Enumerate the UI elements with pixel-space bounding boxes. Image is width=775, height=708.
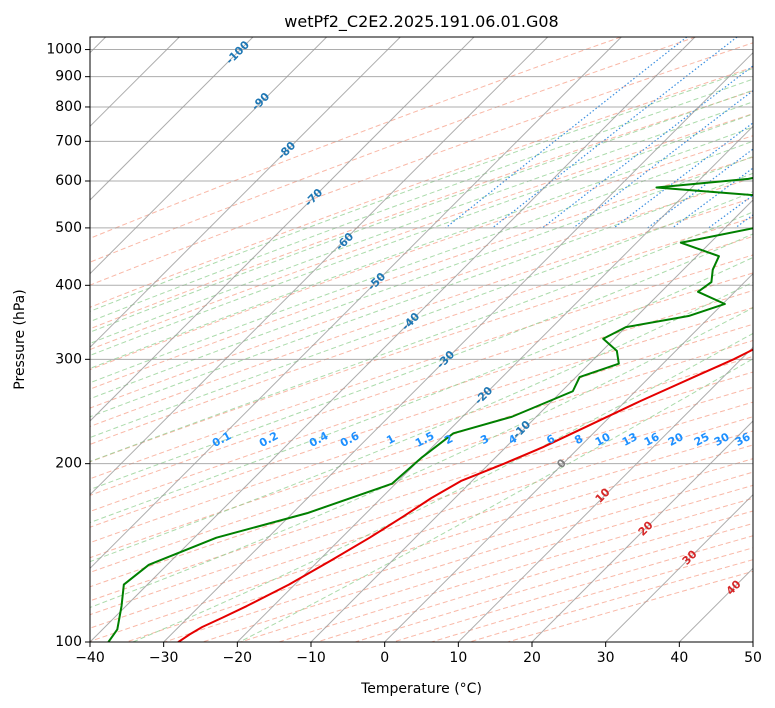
isotherm-line xyxy=(90,37,622,570)
isotherm-line xyxy=(531,420,753,642)
isotherm-line xyxy=(605,493,753,642)
dry-adiabats xyxy=(90,37,753,642)
moist-adiabat xyxy=(90,155,753,400)
x-tick-label: −40 xyxy=(75,650,105,666)
mixing-ratio-label: 36 xyxy=(733,430,753,449)
isotherm-line xyxy=(90,37,328,275)
plot-frame xyxy=(89,36,754,643)
moist-adiabat xyxy=(90,211,753,463)
dewpoint-profile xyxy=(107,176,753,642)
dry-adiabat xyxy=(126,444,753,642)
moist-adiabat xyxy=(90,256,753,524)
dry-adiabat xyxy=(90,90,753,330)
isotherm-line xyxy=(90,37,696,642)
y-tick-label: 400 xyxy=(55,277,82,293)
y-tick-label: 200 xyxy=(55,456,82,472)
isotherm-line xyxy=(90,37,401,349)
moist-adiabat xyxy=(90,78,753,323)
mixing-ratio-line xyxy=(542,65,753,229)
dry-adiabat xyxy=(90,42,753,286)
mixing-ratio-line xyxy=(708,194,753,229)
isotherm-line xyxy=(457,346,753,642)
y-tick-label: 100 xyxy=(55,634,82,650)
mixing-ratio-label: 20 xyxy=(666,430,686,449)
profile-series xyxy=(107,176,753,642)
x-tick-label: 30 xyxy=(597,650,615,666)
mixing-ratio-label: 16 xyxy=(642,430,662,449)
isotherm-line xyxy=(384,272,753,642)
y-tick-label: 500 xyxy=(55,220,82,236)
mixing-ratio-label: 30 xyxy=(712,430,732,449)
mixing-ratio-label: 25 xyxy=(692,430,712,449)
dry-adiabat xyxy=(90,430,753,642)
dry-adiabat xyxy=(90,235,753,463)
moist-adiabat xyxy=(90,307,753,609)
isotherms xyxy=(90,37,753,642)
x-tick-label: −20 xyxy=(223,650,253,666)
mixing-ratio-line xyxy=(647,148,753,229)
mixing-ratio-label: 13 xyxy=(620,430,640,449)
chart-title: wetPf2_C2E2.2025.191.06.01.G08 xyxy=(284,12,558,32)
moist-adiabat xyxy=(90,101,753,344)
mixing-ratio-line xyxy=(445,37,688,229)
dry-adiabat xyxy=(90,340,753,559)
dry-adiabat xyxy=(90,37,696,263)
isotherm-line xyxy=(90,37,254,201)
dry-adiabat xyxy=(90,135,753,371)
dry-adiabat xyxy=(90,37,622,239)
x-axis-label: Temperature (°C) xyxy=(360,681,482,697)
temperature-profile xyxy=(177,348,753,642)
x-tick-label: 10 xyxy=(449,650,467,666)
mixing-ratio-label: 10 xyxy=(593,430,613,449)
y-tick-label: 900 xyxy=(55,69,82,85)
mixing-ratio-lines xyxy=(445,37,753,229)
mixing-ratio-line xyxy=(572,89,753,229)
x-tick-label: −30 xyxy=(149,650,179,666)
moist-adiabat xyxy=(90,67,753,312)
x-tick-label: −10 xyxy=(296,650,326,666)
pressure-gridlines xyxy=(90,49,753,642)
x-tick-label: 0 xyxy=(380,650,389,666)
dry-adiabat xyxy=(90,66,753,308)
isotherm-line xyxy=(163,51,753,642)
dry-adiabat xyxy=(90,355,753,573)
dry-adiabat xyxy=(202,471,753,642)
y-tick-label: 600 xyxy=(55,173,82,189)
y-axis-ticks: 100 200 300 400 500 600 700 800 900 1000 xyxy=(46,42,90,650)
mixing-ratio-line xyxy=(613,122,753,229)
x-axis-ticks: −40 −30 −20 −10 0 10 20 30 40 50 xyxy=(75,642,762,666)
isotherm-line xyxy=(90,37,475,422)
y-tick-label: 800 xyxy=(55,99,82,115)
dry-adiabat xyxy=(393,535,753,642)
y-axis-label: Pressure (hPa) xyxy=(12,289,28,389)
dry-adiabat xyxy=(90,113,753,351)
dry-adiabat xyxy=(164,458,753,642)
y-tick-label: 300 xyxy=(55,351,82,367)
x-tick-label: 50 xyxy=(744,650,762,666)
dry-adiabat xyxy=(90,272,753,496)
isotherm-line xyxy=(310,199,753,642)
y-tick-label: 700 xyxy=(55,133,82,149)
dry-adiabat xyxy=(90,197,753,428)
x-tick-label: 40 xyxy=(670,650,688,666)
dry-adiabat xyxy=(90,323,753,544)
dry-adiabat xyxy=(90,416,753,629)
mixing-ratio-line xyxy=(492,37,738,229)
dry-adiabat xyxy=(90,289,753,513)
dry-adiabat xyxy=(90,156,753,390)
isotherm-line xyxy=(90,37,549,496)
y-tick-label: 1000 xyxy=(46,42,82,58)
isotherm-line xyxy=(236,125,753,642)
x-tick-label: 20 xyxy=(523,650,541,666)
